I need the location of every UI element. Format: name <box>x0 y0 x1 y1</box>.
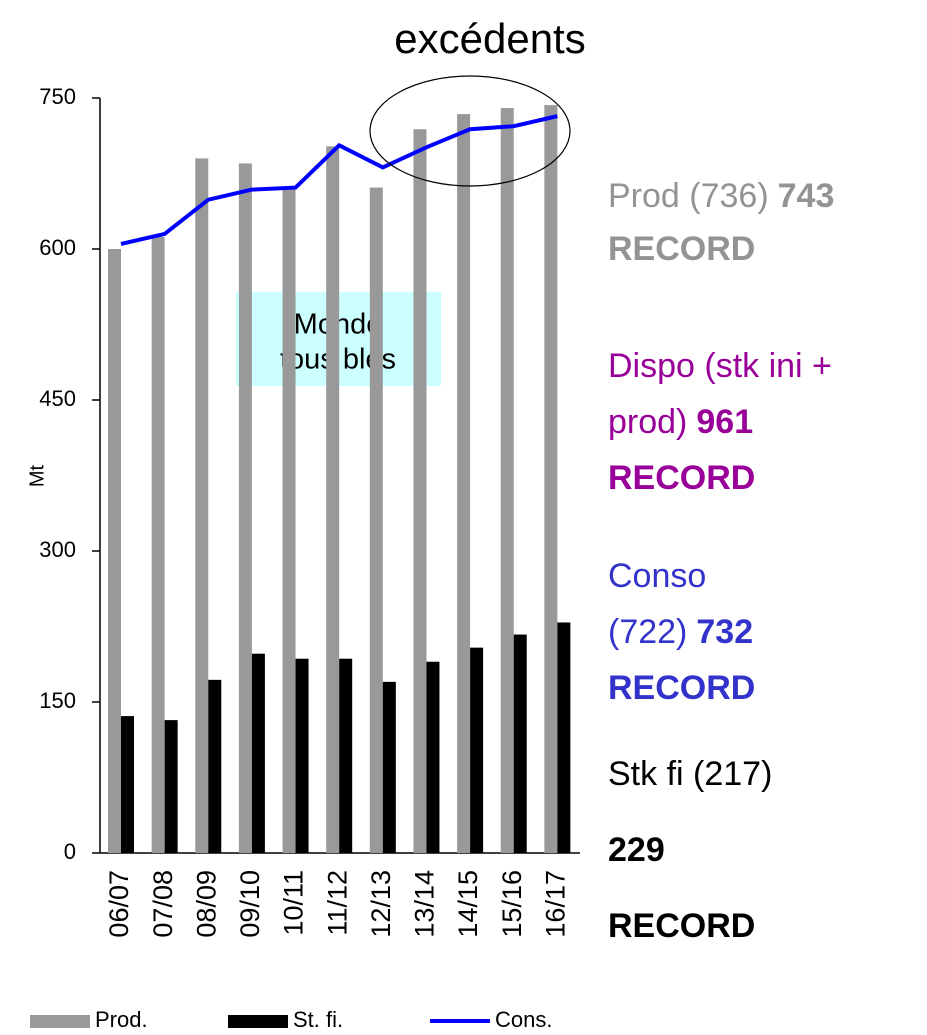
legend-label: Prod. <box>95 1007 148 1032</box>
y-tick-label: 150 <box>39 688 76 713</box>
legend-label: Cons. <box>495 1007 552 1032</box>
bar <box>282 187 296 854</box>
chart-title: excédents <box>394 15 585 62</box>
annotation-part: Stk fi (217) <box>608 755 772 793</box>
annotation: (722) 732 <box>608 613 753 651</box>
bar <box>544 105 558 853</box>
bar <box>470 647 484 853</box>
x-tick-label: 10/11 <box>279 870 309 936</box>
annotation: RECORD <box>608 230 755 268</box>
annotation-part: Prod (736) <box>608 177 769 215</box>
x-tick-label: 12/13 <box>366 870 396 938</box>
legend-swatch <box>30 1015 90 1028</box>
legend-swatch <box>228 1015 288 1028</box>
bar <box>457 114 471 853</box>
x-tick-label: 13/14 <box>410 870 440 938</box>
bar <box>164 720 178 853</box>
bar <box>413 129 427 853</box>
y-tick-label: 0 <box>64 839 76 864</box>
bar <box>238 163 252 853</box>
annotation: 229 <box>608 831 665 869</box>
annotation-part: prod) <box>608 403 687 441</box>
bar <box>195 158 209 853</box>
annotation-part: (722) <box>608 613 687 651</box>
x-tick-label: 09/10 <box>235 870 265 938</box>
annotation-part: RECORD <box>608 907 755 945</box>
annotation-part: 743 <box>778 177 835 215</box>
bar <box>108 249 121 853</box>
x-tick-label: 06/07 <box>104 870 134 938</box>
annotation-part: Conso <box>608 557 706 595</box>
x-tick-label: 08/09 <box>191 870 221 938</box>
bar <box>500 108 514 854</box>
annotation-part: RECORD <box>608 459 755 497</box>
bar <box>208 679 222 853</box>
bar <box>513 634 527 853</box>
annotation: Conso <box>608 557 706 595</box>
x-tick-label: 15/16 <box>497 870 527 938</box>
bar <box>121 716 134 853</box>
y-tick-label: 600 <box>39 235 76 260</box>
bar <box>251 653 265 853</box>
x-tick-label: 14/15 <box>453 870 483 938</box>
x-tick-label: 11/12 <box>322 870 352 936</box>
legend-label: St. fi. <box>293 1007 343 1032</box>
line <box>120 114 558 246</box>
bar <box>339 658 353 853</box>
highlight-ellipse <box>369 75 571 187</box>
bar <box>151 236 165 854</box>
y-tick-label: 300 <box>39 537 76 562</box>
x-tick-label: 16/17 <box>540 870 570 938</box>
annotation: Stk fi (217) <box>608 755 772 793</box>
annotation-part: 732 <box>696 613 753 651</box>
annotation-part: Dispo (stk ini + <box>608 347 832 385</box>
annotation-part: 229 <box>608 831 665 869</box>
bar <box>369 187 383 854</box>
annotation: Dispo (stk ini + <box>608 347 832 385</box>
x-tick-label: 07/08 <box>148 870 178 938</box>
bar <box>557 622 571 853</box>
annotation: prod) 961 <box>608 403 753 441</box>
y-tick-label: 450 <box>39 386 76 411</box>
y-axis-label: Mt <box>26 464 48 487</box>
annotation: RECORD <box>608 669 755 707</box>
bar <box>426 661 440 853</box>
annotation-part: RECORD <box>608 669 755 707</box>
bar <box>382 681 396 853</box>
bar <box>295 658 309 853</box>
annotation: RECORD <box>608 459 755 497</box>
annotation-part: RECORD <box>608 230 755 268</box>
bar <box>326 146 340 853</box>
annotation-part: 961 <box>696 403 753 441</box>
annotation: RECORD <box>608 907 755 945</box>
y-tick-label: 750 <box>39 84 76 109</box>
annotation: Prod (736) 743 <box>608 177 834 215</box>
